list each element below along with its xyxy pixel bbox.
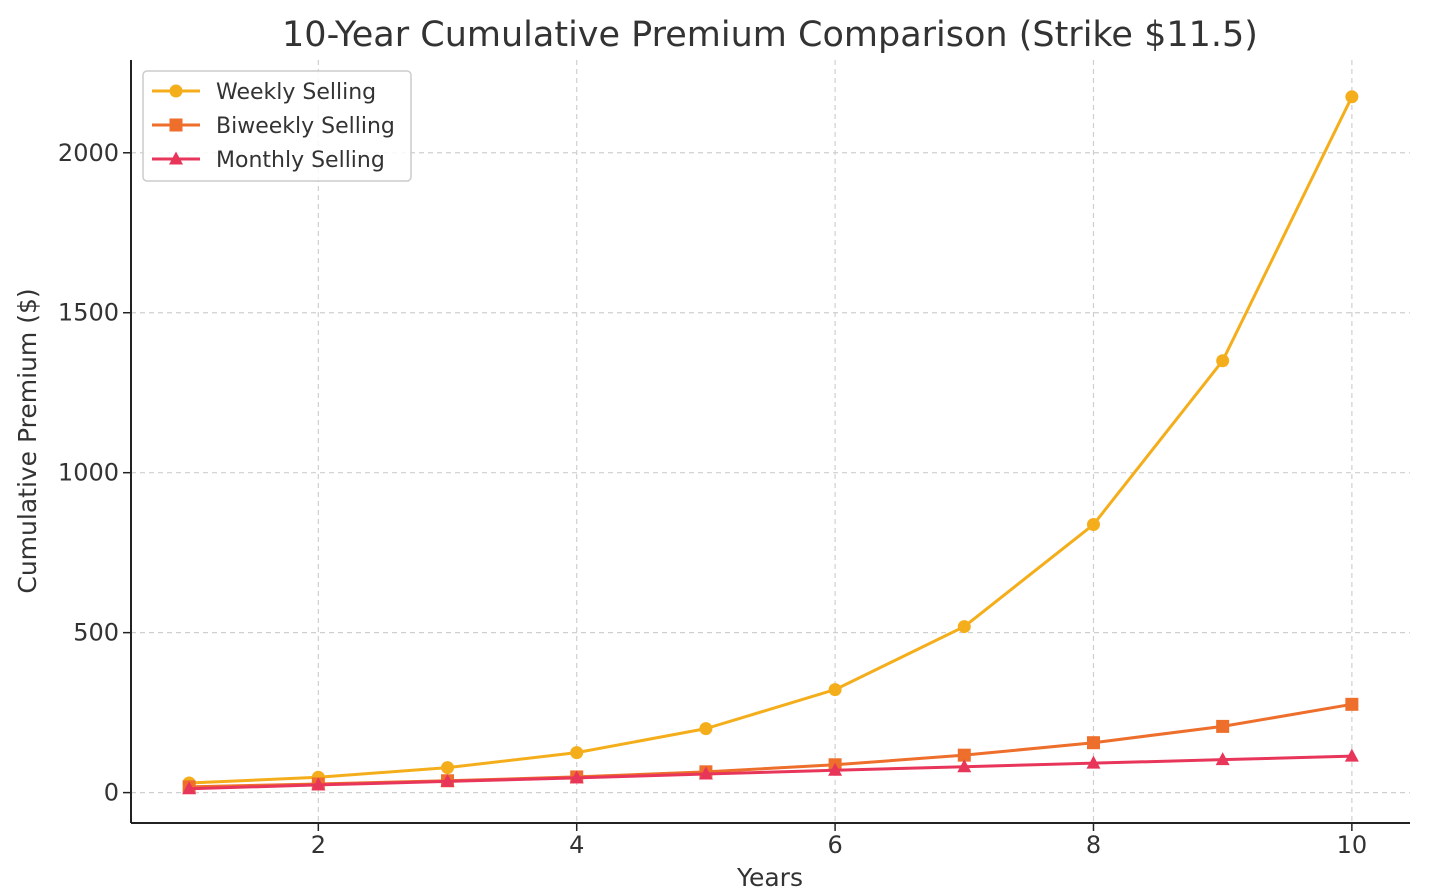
series-line-monthly-selling bbox=[189, 754, 1352, 791]
data-point-weekly-selling bbox=[699, 722, 713, 736]
x-tick-label: 10 bbox=[1337, 831, 1368, 859]
data-point-weekly-selling bbox=[828, 683, 842, 697]
series-monthly-selling bbox=[182, 748, 1359, 795]
legend-marker-biweekly-selling bbox=[169, 118, 183, 132]
data-point-weekly-selling bbox=[1216, 354, 1230, 368]
data-point-monthly-selling bbox=[569, 770, 584, 784]
data-point-weekly-selling bbox=[1345, 90, 1359, 104]
axes bbox=[130, 60, 1410, 824]
legend-label-weekly-selling: Weekly Selling bbox=[216, 80, 376, 105]
data-point-monthly-selling bbox=[1086, 755, 1101, 769]
data-point-monthly-selling bbox=[440, 773, 455, 787]
series-weekly-selling bbox=[182, 90, 1359, 790]
x-ticks: 2 4 6 8 10 bbox=[311, 823, 1367, 859]
legend-box bbox=[142, 70, 412, 182]
data-point-biweekly-selling bbox=[1345, 697, 1359, 711]
y-tick-label: 2000 bbox=[58, 139, 119, 167]
legend-label-biweekly-selling: Biweekly Selling bbox=[216, 114, 395, 139]
y-tick-label: 1500 bbox=[58, 299, 119, 327]
x-tick-label: 6 bbox=[827, 831, 842, 859]
legend-marker-monthly-selling bbox=[169, 151, 183, 165]
data-point-monthly-selling bbox=[828, 762, 843, 776]
data-point-monthly-selling bbox=[1344, 748, 1359, 762]
data-point-weekly-selling bbox=[1086, 518, 1100, 532]
legend: Weekly Selling Biweekly Selling Monthly Se… bbox=[142, 70, 412, 182]
legend-marker-weekly-selling bbox=[169, 84, 183, 98]
x-tick-label: 4 bbox=[569, 831, 584, 859]
data-point-biweekly-selling bbox=[1216, 719, 1230, 733]
grid-lines bbox=[131, 60, 1410, 823]
data-point-weekly-selling bbox=[570, 746, 584, 760]
x-tick-label: 2 bbox=[311, 831, 326, 859]
series-layer bbox=[182, 90, 1359, 795]
data-point-monthly-selling bbox=[1215, 752, 1230, 766]
data-point-weekly-selling bbox=[957, 620, 971, 634]
data-point-monthly-selling bbox=[698, 766, 713, 780]
x-axis-label: Years bbox=[736, 863, 803, 891]
data-point-biweekly-selling bbox=[1086, 736, 1100, 750]
y-tick-label: 500 bbox=[73, 619, 119, 647]
data-point-weekly-selling bbox=[441, 761, 455, 775]
y-tick-label: 0 bbox=[104, 779, 119, 807]
data-point-monthly-selling bbox=[311, 777, 326, 791]
y-tick-label: 1000 bbox=[58, 459, 119, 487]
series-biweekly-selling bbox=[182, 697, 1359, 794]
chart-title: 10-Year Cumulative Premium Comparison (S… bbox=[282, 15, 1258, 55]
data-point-monthly-selling bbox=[957, 759, 972, 773]
data-point-biweekly-selling bbox=[957, 748, 971, 762]
x-tick-label: 8 bbox=[1086, 831, 1101, 859]
series-line-weekly-selling bbox=[189, 96, 1354, 785]
y-axis-label: Cumulative Premium ($) bbox=[13, 288, 42, 593]
data-point-monthly-selling bbox=[182, 781, 197, 795]
legend-label-monthly-selling: Monthly Selling bbox=[216, 148, 385, 173]
y-ticks: 0 500 1000 1500 2000 bbox=[58, 139, 131, 807]
